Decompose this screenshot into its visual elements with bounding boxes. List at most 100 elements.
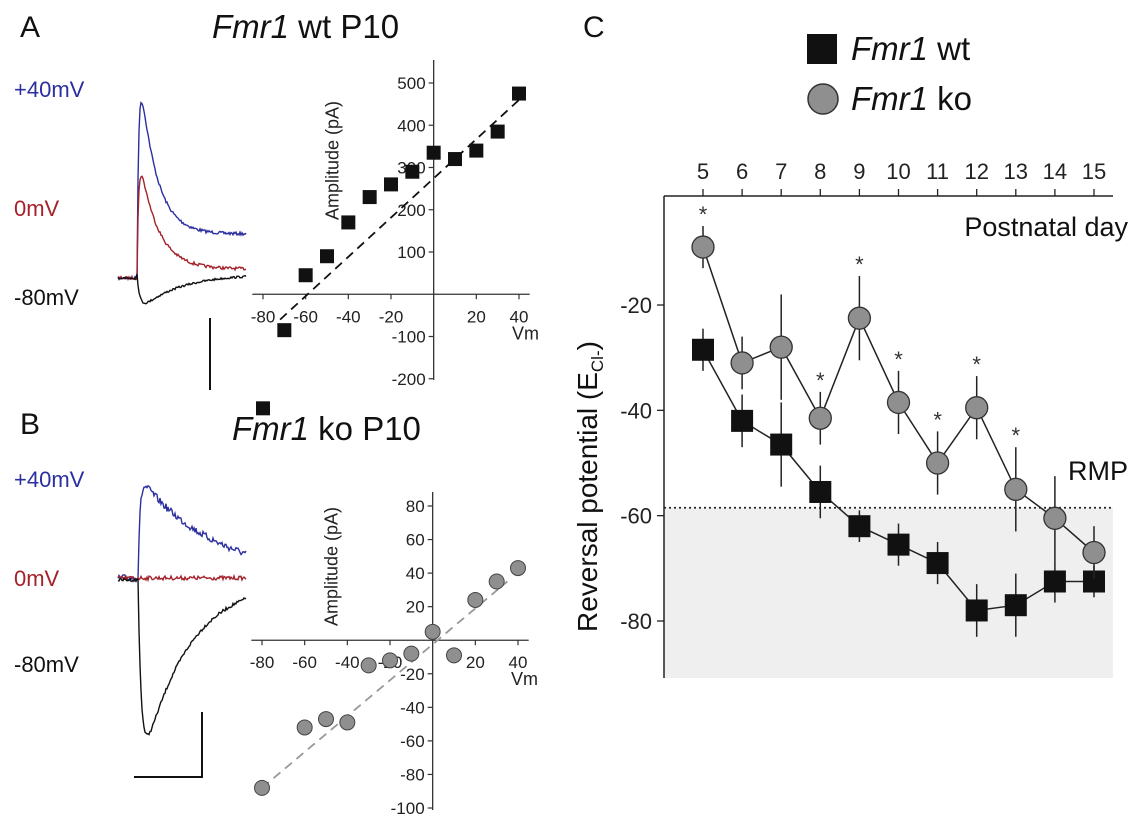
- panel-b-y-tick-label: 80: [406, 497, 425, 516]
- panel-c-xlabel: Postnatal day: [964, 212, 1128, 242]
- panel-a-data-point: [405, 164, 420, 179]
- panel-c-y-tick-label: -60: [620, 504, 652, 529]
- series-wt-point: [1043, 570, 1066, 593]
- significance-star: *: [699, 202, 708, 227]
- legend: Fmr1 wt Fmr1 ko: [807, 30, 972, 117]
- panel-b-x-tick-label: 20: [466, 653, 485, 672]
- panel-b-ylabel: Amplitude (pA): [322, 507, 342, 626]
- panel-a-x-tick-label: 20: [467, 307, 486, 326]
- series-wt-point: [1083, 570, 1105, 593]
- panel-b-y-tick-label: 20: [406, 598, 425, 617]
- panel-c-ylabel-main: Reversal potential (E: [572, 372, 603, 632]
- panel-a-y-tick-label: 400: [397, 116, 425, 135]
- significance-star: *: [894, 347, 903, 372]
- series-ko-point: [769, 335, 793, 359]
- series-ko-point: [886, 390, 911, 415]
- panel-b-fit-line: [261, 580, 508, 789]
- significance-star: *: [933, 407, 942, 432]
- panel-c-x-tick-label: 6: [736, 159, 748, 184]
- trace-b-neg80: [117, 577, 247, 736]
- panel-b-data-point: [403, 645, 420, 662]
- panel-b-data-point: [510, 560, 526, 577]
- series-wt-point: [926, 552, 949, 575]
- panel-a-data-point: [341, 215, 356, 230]
- panel-c-x-tick-label: 13: [1004, 159, 1028, 184]
- significance-star: *: [816, 368, 825, 393]
- panel-b-data-point: [254, 779, 270, 796]
- panel-a-data-point: [448, 152, 462, 167]
- panel-b-title-rest: ko P10: [309, 410, 421, 447]
- trace-a-zero: [117, 175, 246, 282]
- panel-b-data-point: [360, 657, 377, 674]
- panel-a-ylabel: Amplitude (pA): [323, 101, 343, 220]
- rmp-shaded-region: [664, 507, 1113, 678]
- trace-a-label-neg80: -80mV: [14, 285, 79, 310]
- panel-c-x-tick-label: 15: [1082, 159, 1106, 184]
- series-wt-point: [692, 338, 714, 361]
- panel-b-data-point: [318, 711, 334, 728]
- series-ko-point: [808, 406, 832, 430]
- legend-wt-marker: [807, 34, 837, 64]
- panel-a-data-point: [256, 401, 270, 416]
- panel-c-x-tick-label: 12: [964, 159, 988, 184]
- panel-c-y-tick-label: -20: [620, 293, 652, 318]
- panel-a-iv-plot: -80-60-40-202040-200-100100200300400500A…: [251, 60, 539, 416]
- panel-b-xlabel: Vm: [511, 669, 538, 689]
- panel-c-x-tick-label: 10: [886, 159, 910, 184]
- series-ko-point: [965, 396, 989, 420]
- panel-b-x-tick-label: -80: [250, 653, 275, 672]
- panel-c-ylabel-sub: Cl-: [588, 350, 607, 372]
- panel-a-x-tick-label: 40: [510, 307, 529, 326]
- panel-b-data-point: [467, 591, 484, 608]
- trace-b-label-pos40: +40mV: [14, 467, 85, 492]
- panel-c-ylabel-end: ): [572, 341, 603, 350]
- panel-b-y-tick-label: -100: [391, 799, 425, 817]
- panel-a-x-tick-label: -20: [379, 307, 404, 326]
- trace-b-label-zero: 0mV: [14, 566, 60, 591]
- panel-a-title-rest: wt P10: [289, 8, 399, 45]
- rmp-label: RMP: [1068, 456, 1128, 486]
- panel-a-xlabel: Vm: [512, 323, 539, 343]
- panel-b-x-tick-label: -60: [292, 653, 317, 672]
- trace-b-label-neg80: -80mV: [14, 652, 79, 677]
- panel-b-title-gene: Fmr1: [232, 410, 309, 447]
- panel-b-letter: B: [20, 408, 40, 441]
- panel-b-data-point: [339, 714, 356, 731]
- panel-a-fit-line: [279, 99, 520, 321]
- panel-a-title-gene: Fmr1: [212, 8, 289, 45]
- panel-a-data-point: [320, 249, 334, 264]
- series-wt-point: [848, 515, 871, 538]
- panel-a-data-point: [512, 86, 526, 101]
- panel-c-letter: C: [583, 11, 605, 44]
- panel-a-data-point: [362, 190, 377, 205]
- significance-star: *: [972, 352, 981, 377]
- trace-a-pos40: [117, 101, 247, 282]
- trace-a-label-zero: 0mV: [14, 196, 60, 221]
- series-ko-point: [691, 235, 715, 259]
- panel-a-y-tick-label: -200: [392, 370, 426, 389]
- panel-c-plot: 5 6 7 8 9 10 11 12 13 14 15 -20 -40 -60 -80 * * * * * * *: [620, 159, 1113, 678]
- legend-ko-label: Fmr1 ko: [851, 80, 972, 117]
- panel-c-y-tick-label: -40: [620, 398, 652, 423]
- series-wt-point: [731, 409, 754, 432]
- panel-b-title: Fmr1 ko P10: [232, 410, 421, 447]
- panel-a-y-tick-label: -100: [392, 328, 426, 347]
- series-wt-point: [887, 533, 910, 556]
- panel-b-y-tick-label: -20: [400, 665, 425, 684]
- panel-a-title: Fmr1 wt P10: [212, 8, 399, 45]
- panel-a-data-point: [298, 268, 313, 283]
- panel-b-data-point: [382, 652, 398, 669]
- panel-b: B Fmr1 ko P10 +40mV 0mV -80mV -80-60-40-…: [14, 408, 538, 817]
- panel-c-ylabel: Reversal potential (ECl-): [572, 341, 607, 632]
- trace-b-pos40: [117, 484, 247, 583]
- panel-a-y-tick-label: 500: [397, 74, 425, 93]
- panel-c-x-tick-label: 11: [926, 159, 949, 184]
- legend-ko-rest: ko: [928, 80, 972, 117]
- legend-wt-label: Fmr1 wt: [851, 30, 970, 67]
- panel-b-scale-bar: [134, 712, 203, 778]
- panel-c-x-tick-label: 7: [775, 159, 787, 184]
- panel-c-x-tick-label: 14: [1043, 159, 1067, 184]
- legend-ko-gene: Fmr1: [851, 80, 928, 117]
- panel-b-data-point: [488, 573, 505, 590]
